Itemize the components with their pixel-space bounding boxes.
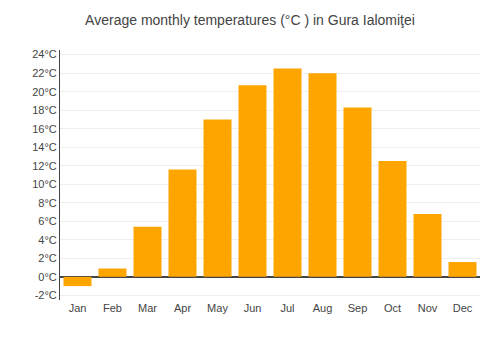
svg-text:14°C: 14°C [32,141,57,153]
svg-text:Sep: Sep [348,302,368,314]
svg-text:Jun: Jun [244,302,262,314]
svg-text:6°C: 6°C [38,215,57,227]
svg-text:12°C: 12°C [32,160,57,172]
svg-text:0°C: 0°C [38,271,57,283]
svg-text:Apr: Apr [174,302,191,314]
svg-text:Nov: Nov [418,302,438,314]
svg-text:16°C: 16°C [32,123,57,135]
svg-text:4°C: 4°C [38,234,57,246]
svg-text:Mar: Mar [138,302,157,314]
svg-text:8°C: 8°C [38,197,57,209]
svg-text:24°C: 24°C [32,48,57,60]
svg-text:Jul: Jul [280,302,294,314]
svg-text:Aug: Aug [313,302,333,314]
svg-text:-2°C: -2°C [35,289,57,301]
svg-text:Oct: Oct [384,302,401,314]
svg-text:22°C: 22°C [32,67,57,79]
svg-text:2°C: 2°C [38,252,57,264]
svg-text:May: May [207,302,228,314]
svg-text:Jan: Jan [69,302,87,314]
svg-text:Feb: Feb [103,302,122,314]
svg-text:Dec: Dec [453,302,473,314]
svg-text:20°C: 20°C [32,86,57,98]
svg-text:Average monthly temperatures (: Average monthly temperatures (°C ) in Gu… [85,12,415,28]
svg-text:18°C: 18°C [32,104,57,116]
svg-text:10°C: 10°C [32,178,57,190]
